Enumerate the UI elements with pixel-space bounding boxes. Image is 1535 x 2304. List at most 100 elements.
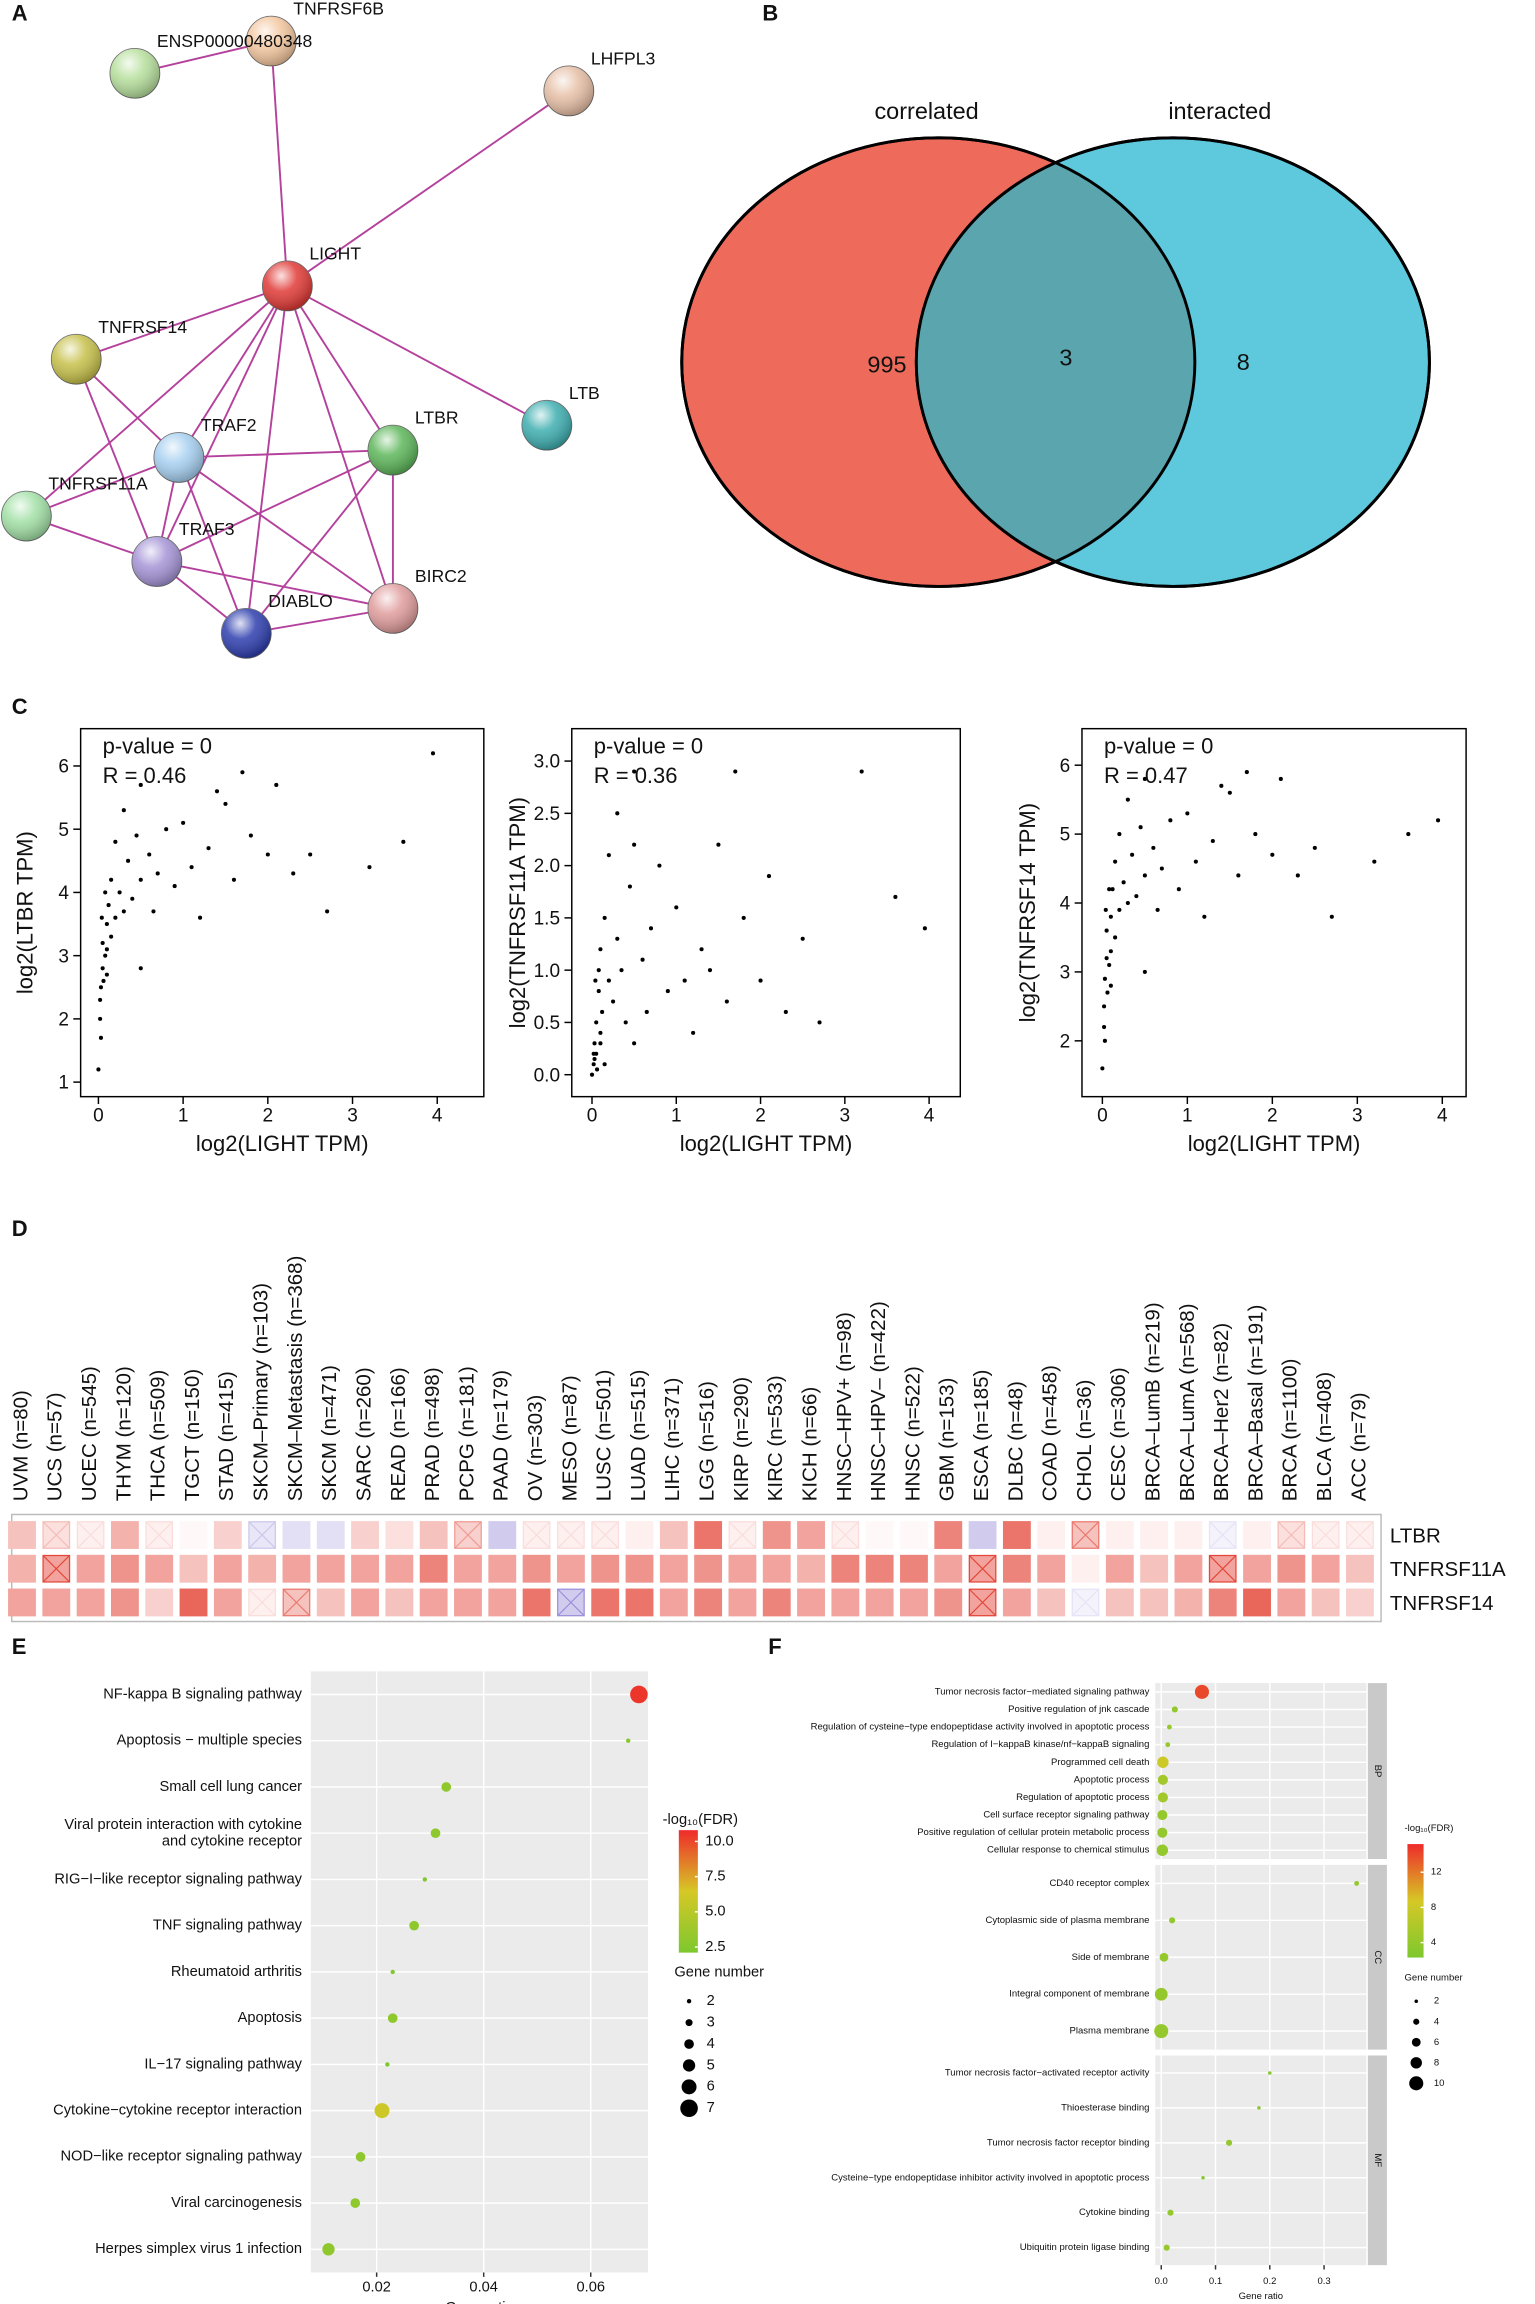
point bbox=[623, 1020, 628, 1025]
point bbox=[104, 972, 109, 977]
point bbox=[783, 1009, 788, 1015]
node-label: LHFPL3 bbox=[591, 49, 656, 69]
facet-label: BP bbox=[1372, 1765, 1383, 1778]
heat-cell bbox=[659, 1554, 688, 1583]
point bbox=[707, 968, 713, 973]
y-tick-label: 1.0 bbox=[534, 961, 560, 982]
cross-box bbox=[42, 1554, 71, 1583]
colorbar-label: 5.0 bbox=[705, 1904, 725, 1920]
point bbox=[589, 1072, 595, 1077]
size-legend-dot bbox=[680, 2099, 698, 2118]
dot bbox=[387, 2013, 398, 2023]
edge bbox=[286, 285, 548, 427]
point bbox=[800, 936, 805, 941]
cross bbox=[248, 1588, 276, 1617]
category-label: Cellular response to chemical stimulus bbox=[987, 1845, 1150, 1856]
edge bbox=[178, 285, 289, 458]
x-tick-label: 3 bbox=[347, 1106, 358, 1127]
point bbox=[100, 940, 105, 946]
cross-box bbox=[1208, 1521, 1237, 1549]
heat-cell bbox=[179, 1588, 208, 1617]
x-axis-label: Gene ratio bbox=[445, 2300, 513, 2304]
point bbox=[632, 842, 637, 847]
y-tick-label: 3.0 bbox=[534, 752, 560, 773]
set-count: 995 bbox=[867, 352, 906, 378]
category-label: Herpes simplex virus 1 infection bbox=[95, 2241, 302, 2257]
column-label: UVM (n=80) bbox=[9, 1390, 32, 1501]
annotation: R = 0.47 bbox=[1104, 763, 1188, 788]
heat-cell bbox=[831, 1588, 860, 1617]
dot bbox=[626, 1738, 631, 1743]
node-label: TNFRSF11A bbox=[48, 474, 148, 494]
annotation: p-value = 0 bbox=[1104, 734, 1213, 759]
column-label: UCS (n=57) bbox=[44, 1392, 67, 1501]
category-label: Apoptosis bbox=[238, 2010, 302, 2026]
edge bbox=[25, 285, 288, 517]
point bbox=[716, 842, 721, 847]
edge bbox=[245, 449, 394, 634]
heat-cell bbox=[1037, 1554, 1066, 1583]
point bbox=[1102, 1025, 1107, 1030]
dot bbox=[1157, 1809, 1168, 1821]
heat-cell bbox=[797, 1588, 825, 1617]
point bbox=[214, 789, 220, 794]
size-legend-label: 10 bbox=[1434, 2078, 1445, 2089]
panel-label: A bbox=[12, 1, 28, 26]
size-legend-dot bbox=[1414, 1999, 1419, 2003]
panel-label: F bbox=[768, 1634, 781, 1659]
point bbox=[591, 1051, 596, 1056]
heat-cell bbox=[900, 1588, 928, 1617]
point bbox=[1130, 852, 1135, 857]
category-label: Cytoplasmic side of plasma membrane bbox=[985, 1915, 1149, 1926]
heat-cell bbox=[1208, 1588, 1237, 1617]
set-count: 8 bbox=[1237, 349, 1250, 375]
point bbox=[1244, 770, 1249, 775]
point bbox=[632, 1041, 637, 1046]
heat-cell bbox=[385, 1554, 414, 1583]
heat-cell bbox=[213, 1521, 242, 1549]
dot bbox=[385, 2062, 390, 2067]
size-legend-title: Gene number bbox=[674, 1964, 764, 1980]
point bbox=[699, 947, 704, 952]
point bbox=[1435, 818, 1441, 823]
heat-cell bbox=[454, 1554, 482, 1583]
cross-box bbox=[557, 1588, 585, 1617]
annotation: R = 0.46 bbox=[103, 763, 187, 788]
heat-cell bbox=[1277, 1554, 1306, 1583]
heat-cell bbox=[42, 1588, 71, 1617]
cross bbox=[968, 1555, 997, 1583]
point bbox=[198, 915, 203, 920]
cross bbox=[522, 1521, 551, 1549]
column-label: THCA (n=509) bbox=[147, 1370, 170, 1502]
point bbox=[1142, 969, 1147, 974]
heat-cell bbox=[145, 1554, 174, 1583]
edge bbox=[156, 285, 289, 562]
panel-label: D bbox=[12, 1216, 28, 1241]
heat-cell bbox=[8, 1521, 36, 1549]
edge bbox=[75, 285, 288, 361]
category-label: Viral carcinogenesis bbox=[171, 2195, 302, 2211]
x-tick-label: 1 bbox=[178, 1106, 189, 1127]
x-axis-label: log2(LIGHT TPM) bbox=[680, 1131, 853, 1156]
point bbox=[600, 1009, 605, 1015]
category-label: Thioesterase binding bbox=[1061, 2102, 1149, 2113]
x-tick-label: 4 bbox=[1437, 1106, 1448, 1127]
category-label: NOD−like receptor signaling pathway bbox=[60, 2149, 302, 2165]
point bbox=[615, 811, 620, 816]
heat-cell bbox=[1277, 1588, 1306, 1617]
point bbox=[1102, 1038, 1107, 1043]
facet-strip bbox=[1367, 2055, 1387, 2266]
point bbox=[1100, 1066, 1105, 1071]
x-tick-label: 0.1 bbox=[1209, 2276, 1222, 2287]
facet-strip bbox=[1367, 1864, 1387, 2050]
cross-box bbox=[1311, 1521, 1340, 1549]
point bbox=[596, 968, 601, 973]
dot bbox=[390, 1969, 395, 1975]
point bbox=[103, 890, 108, 895]
node-shine bbox=[221, 608, 272, 659]
cross-box bbox=[1277, 1521, 1306, 1549]
point bbox=[657, 863, 662, 868]
y-tick-label: 2 bbox=[58, 1009, 69, 1030]
x-tick-label: 2 bbox=[755, 1106, 766, 1127]
dot bbox=[1171, 1706, 1178, 1713]
